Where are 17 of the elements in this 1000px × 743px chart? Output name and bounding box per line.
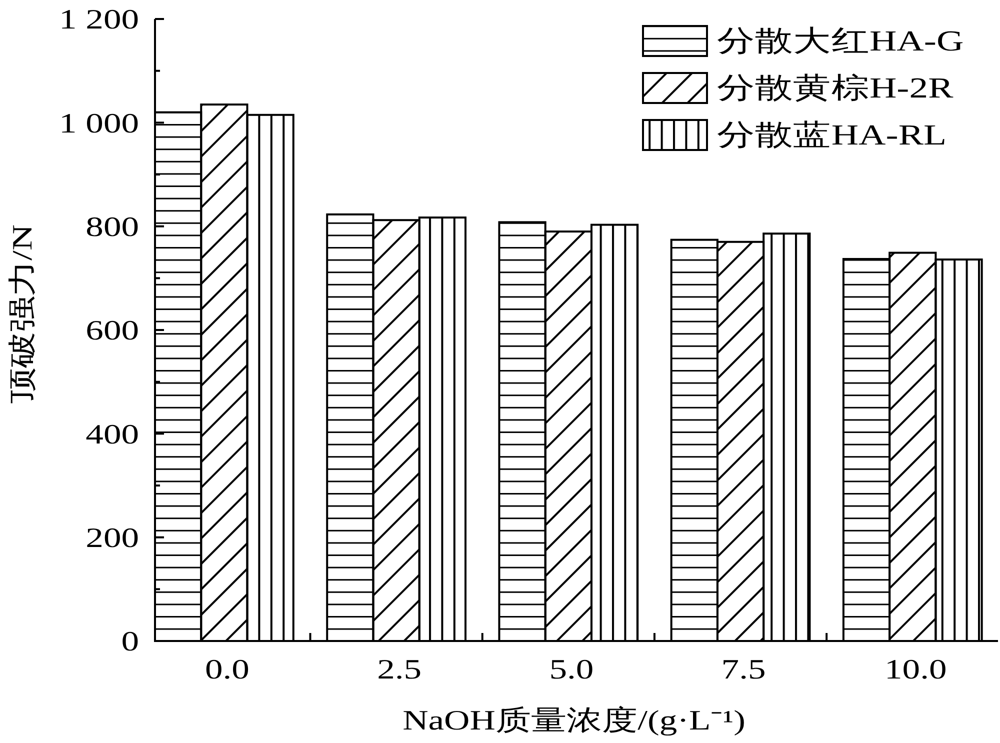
y-tick-label: 600 — [86, 314, 139, 346]
y-tick-label: 1 000 — [59, 106, 139, 138]
y-tick-label: 400 — [86, 418, 139, 450]
y-tick-label: 0 — [121, 625, 139, 657]
x-axis-title: NaOH质量浓度/(g·L⁻¹) — [402, 704, 746, 736]
x-tick-label: 5.0 — [549, 653, 594, 685]
x-tick-label: 2.5 — [377, 653, 422, 685]
y-axis-title: 顶破强力/N — [6, 224, 38, 404]
x-tick-label: 7.5 — [721, 653, 766, 685]
legend-label: 分散大红HA-G — [717, 25, 964, 57]
x-tick-label: 10.0 — [884, 653, 947, 685]
legend-label: 分散黄棕H-2R — [717, 72, 954, 104]
legend-label: 分散蓝HA-RL — [717, 119, 946, 151]
y-tick-label: 1 200 — [59, 3, 139, 35]
x-tick-label: 0.0 — [204, 653, 250, 685]
y-tick-label: 200 — [86, 522, 139, 554]
y-tick-label: 800 — [86, 210, 139, 242]
